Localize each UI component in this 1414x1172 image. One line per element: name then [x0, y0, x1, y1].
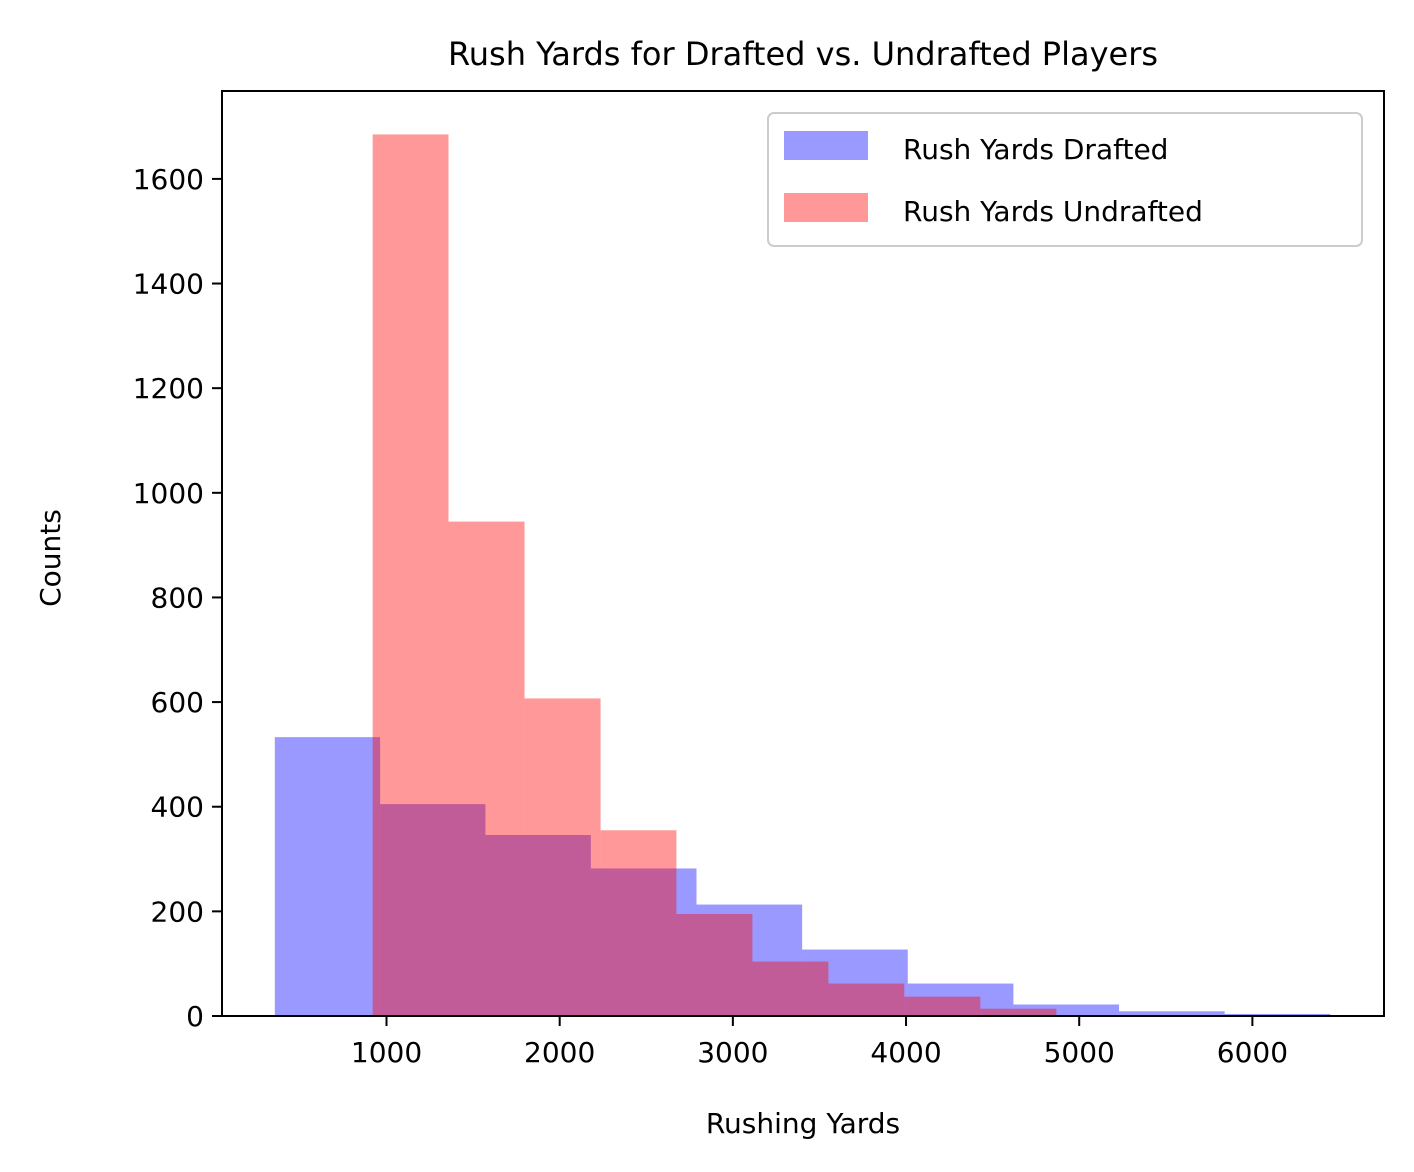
bar-drafted-0 [274, 737, 381, 1016]
legend: Rush Yards Drafted Rush Yards Undrafted [767, 112, 1363, 247]
bar-undrafted-5 [752, 961, 829, 1016]
x-tick-label-0: 1000 [351, 1036, 422, 1069]
bar-undrafted-2 [524, 698, 601, 1016]
legend-swatch-undrafted [784, 193, 868, 222]
y-tick-label-0: 0 [186, 1000, 204, 1033]
x-tick-label-4: 5000 [1044, 1036, 1115, 1069]
bar-undrafted-4 [676, 913, 753, 1016]
y-axis-ticks: 0 200 400 600 800 1000 1200 1400 1600 [133, 163, 222, 1033]
legend-label-undrafted: Rush Yards Undrafted [903, 195, 1203, 228]
y-tick-label-2: 400 [151, 791, 204, 824]
x-tick-label-2: 3000 [697, 1036, 768, 1069]
bar-undrafted-3 [600, 830, 677, 1016]
bar-drafted-4 [696, 904, 803, 1016]
x-axis-ticks: 1000 2000 3000 4000 5000 6000 [351, 1016, 1288, 1069]
y-tick-label-8: 1600 [133, 163, 204, 196]
bar-undrafted-1 [448, 521, 525, 1016]
bar-drafted-3 [590, 868, 697, 1016]
legend-swatch-drafted [784, 131, 868, 160]
y-axis-label: Counts [34, 509, 67, 607]
y-tick-label-4: 800 [151, 581, 204, 614]
x-tick-label-5: 6000 [1217, 1036, 1288, 1069]
series-drafted-bars [274, 737, 1331, 1016]
y-tick-label-6: 1200 [133, 372, 204, 405]
chart-title: Rush Yards for Drafted vs. Undrafted Pla… [448, 35, 1158, 73]
bar-drafted-5 [802, 949, 908, 1016]
series-undrafted-bars [372, 134, 1057, 1017]
bar-drafted-9 [1224, 1013, 1331, 1016]
bar-undrafted-7 [904, 996, 981, 1016]
y-tick-label-7: 1400 [133, 268, 204, 301]
bar-drafted-1 [380, 804, 486, 1016]
bar-undrafted-0 [372, 134, 449, 1017]
y-tick-label-1: 200 [151, 895, 204, 928]
bar-drafted-7 [1013, 1004, 1120, 1016]
x-tick-label-3: 4000 [870, 1036, 941, 1069]
bar-drafted-8 [1119, 1011, 1225, 1016]
plot-area-frame [221, 90, 1385, 1017]
bar-drafted-6 [907, 983, 1014, 1016]
x-tick-label-1: 2000 [524, 1036, 595, 1069]
y-tick-label-3: 600 [151, 686, 204, 719]
bar-undrafted-6 [828, 983, 905, 1016]
bar-drafted-2 [485, 834, 591, 1016]
y-tick-label-5: 1000 [133, 477, 204, 510]
legend-label-drafted: Rush Yards Drafted [903, 133, 1168, 166]
legend-box [767, 112, 1363, 247]
bar-undrafted-8 [980, 1008, 1057, 1016]
x-axis-label: Rushing Yards [706, 1107, 900, 1140]
